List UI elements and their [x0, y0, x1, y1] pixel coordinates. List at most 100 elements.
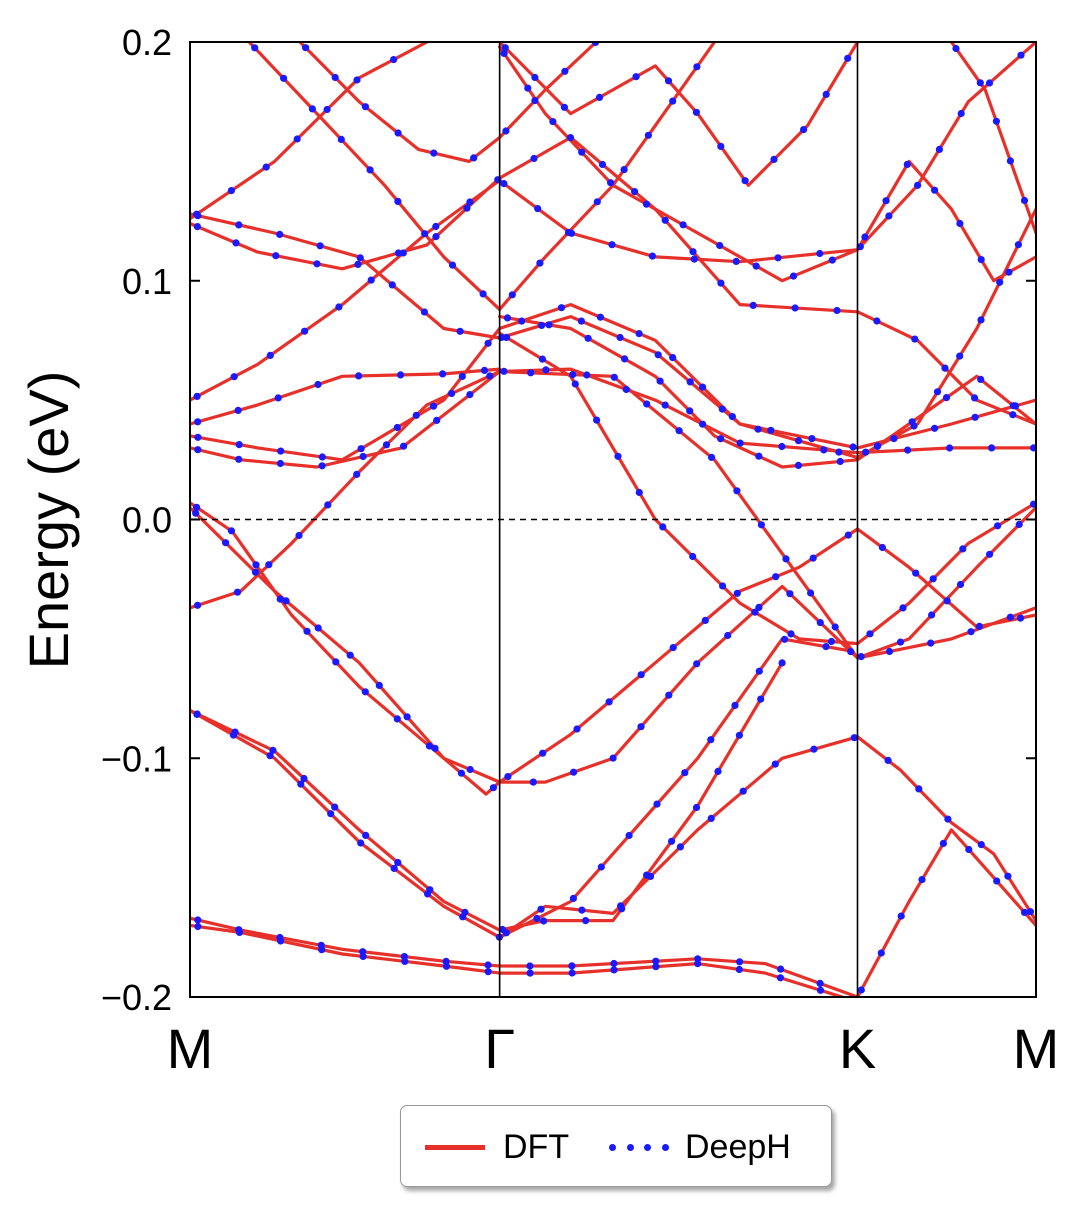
deeph-point: [1017, 51, 1025, 59]
deeph-point: [810, 745, 818, 753]
deeph-point: [479, 290, 487, 298]
deeph-point: [707, 814, 715, 823]
deeph-point: [809, 554, 817, 562]
deeph-point: [448, 261, 457, 269]
deeph-point: [484, 961, 492, 969]
deeph-point: [816, 619, 824, 627]
deeph-point: [755, 452, 763, 460]
deeph-point: [621, 355, 629, 363]
deeph-point: [222, 539, 230, 547]
deeph-point: [772, 573, 780, 581]
legend-label-deeph: DeepH: [685, 1127, 791, 1166]
deeph-point: [1030, 500, 1036, 508]
deeph-point: [656, 377, 664, 385]
deeph-point: [426, 886, 434, 894]
deeph-point: [504, 773, 512, 781]
deeph-point: [835, 448, 843, 456]
deeph-point: [939, 839, 948, 848]
deeph-point: [689, 552, 697, 561]
deeph-point: [789, 272, 798, 280]
deeph-point: [573, 725, 581, 733]
deeph-point: [1020, 908, 1029, 917]
deeph-point: [542, 366, 550, 374]
deeph-point: [420, 308, 428, 316]
deeph-point: [598, 160, 607, 169]
deeph-point: [942, 394, 951, 402]
deeph-point: [610, 966, 618, 974]
deeph-point: [480, 366, 489, 374]
deeph-point: [531, 73, 539, 82]
deeph-point: [568, 962, 576, 970]
deeph-point: [976, 79, 984, 87]
deeph-point: [1011, 402, 1020, 410]
deeph-point: [324, 501, 332, 509]
deeph-point: [266, 351, 274, 359]
dft-band-13: [190, 42, 1036, 402]
deeph-point: [699, 420, 707, 428]
deeph-point: [717, 279, 725, 287]
deeph-point: [194, 418, 202, 426]
deeph-point: [971, 394, 979, 402]
deeph-point: [566, 134, 575, 142]
deeph-point: [231, 728, 239, 736]
deeph-point: [1020, 196, 1029, 205]
deeph-point: [873, 442, 881, 450]
deeph-point: [276, 595, 284, 603]
deeph-point: [732, 257, 740, 265]
deeph-point: [234, 406, 242, 414]
deeph-point: [448, 389, 456, 398]
deeph-point: [616, 333, 624, 342]
y-axis-label: Energy (eV): [17, 371, 80, 670]
deeph-point: [820, 446, 828, 454]
deeph-point: [915, 785, 923, 793]
deeph-point: [609, 754, 617, 762]
deeph-point: [728, 413, 737, 421]
deeph-point: [538, 355, 547, 363]
deeph-point: [593, 198, 601, 206]
deeph-point: [1006, 157, 1015, 165]
deeph-point: [808, 435, 816, 443]
deeph-point: [787, 630, 795, 638]
deeph-point: [361, 688, 369, 696]
deeph-point: [486, 372, 494, 380]
deeph-point: [614, 452, 622, 460]
y-tick-label: 0.0: [122, 500, 172, 541]
deeph-point: [1026, 908, 1034, 916]
legend-item-dft: DFT: [425, 1106, 569, 1188]
deeph-point: [331, 803, 339, 811]
deeph-point: [664, 77, 673, 85]
deeph-point: [977, 316, 985, 324]
deeph-point: [194, 916, 202, 924]
deeph-point: [897, 912, 905, 920]
deeph-point: [456, 327, 464, 335]
deeph-point: [675, 427, 683, 435]
deeph-point: [861, 233, 869, 241]
deeph-point: [618, 905, 626, 913]
deeph-point: [643, 871, 651, 879]
deeph-point: [194, 433, 202, 441]
deeph-point: [912, 569, 920, 577]
deeph-point: [582, 917, 590, 925]
deeph-point: [755, 667, 763, 675]
deeph-point: [280, 74, 288, 82]
deeph-point: [362, 831, 370, 840]
deeph-point: [856, 243, 864, 251]
deeph-point: [561, 67, 569, 75]
deeph-point: [794, 437, 803, 445]
deeph-point: [631, 188, 639, 196]
deeph-point: [910, 422, 918, 430]
deeph-point: [500, 180, 508, 188]
deeph-point: [610, 959, 618, 968]
deeph-point: [718, 405, 726, 413]
dft-band-3: [190, 637, 852, 939]
deeph-point: [502, 333, 511, 341]
deeph-point: [331, 73, 339, 82]
deeph-point: [957, 109, 965, 118]
deeph-point: [896, 638, 905, 646]
deeph-point: [943, 597, 951, 605]
deeph-point: [735, 731, 744, 739]
deeph-point: [669, 354, 677, 362]
deeph-point: [361, 103, 369, 111]
dft-band-21: [949, 42, 1036, 235]
deeph-point: [536, 259, 544, 267]
